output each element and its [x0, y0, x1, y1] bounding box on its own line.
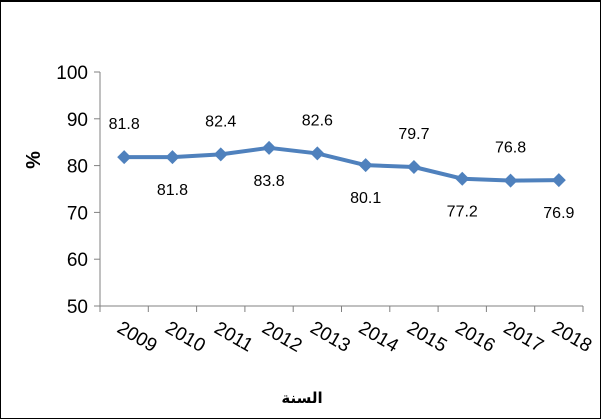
x-tick-label: 2018	[548, 318, 595, 357]
data-label: 82.4	[205, 113, 236, 130]
data-label: 81.8	[109, 116, 140, 133]
data-point	[165, 150, 180, 165]
data-label: 81.8	[157, 182, 188, 199]
x-tick-label: 2010	[162, 318, 209, 357]
data-label: 83.8	[253, 173, 284, 190]
y-tick-label: 90	[67, 110, 88, 131]
y-tick-label: 100	[56, 63, 88, 84]
series-layer	[117, 140, 566, 188]
x-tick-label: 2015	[403, 318, 450, 357]
series-line	[124, 145, 559, 183]
y-axis-title: %	[23, 151, 45, 169]
y-tick-label: 50	[67, 297, 88, 318]
x-tick-label: 2016	[451, 318, 498, 357]
data-point	[406, 160, 421, 175]
data-point	[455, 171, 470, 186]
data-point	[503, 173, 518, 188]
y-tick-label: 80	[67, 157, 88, 178]
x-tick-label: 2012	[258, 318, 305, 357]
data-point	[117, 150, 132, 165]
x-tick-label: 2009	[113, 318, 160, 357]
y-tick-label: 70	[67, 203, 88, 224]
data-point	[358, 158, 373, 173]
labels-layer: 81.8 81.8 82.4 83.8 82.6 80.1 79.7 77.2 76.8 76.9	[109, 112, 575, 222]
data-label: 80.1	[350, 190, 381, 207]
data-point	[551, 173, 566, 188]
data-label: 76.9	[543, 205, 574, 222]
data-label: 82.6	[302, 112, 333, 129]
x-tick-label: 2011	[211, 318, 257, 357]
data-point	[262, 140, 277, 155]
data-label: 77.2	[447, 204, 478, 221]
data-label: 76.8	[495, 140, 526, 157]
data-point	[310, 146, 325, 161]
data-point	[213, 147, 228, 162]
x-tick-label: 2014	[355, 318, 402, 358]
data-label: 79.7	[398, 126, 429, 143]
y-tick-label: 60	[67, 250, 88, 271]
x-tick-label: 2013	[307, 318, 354, 357]
x-tick-label: 2017	[500, 318, 547, 357]
x-axis-title: السنة	[281, 390, 322, 407]
